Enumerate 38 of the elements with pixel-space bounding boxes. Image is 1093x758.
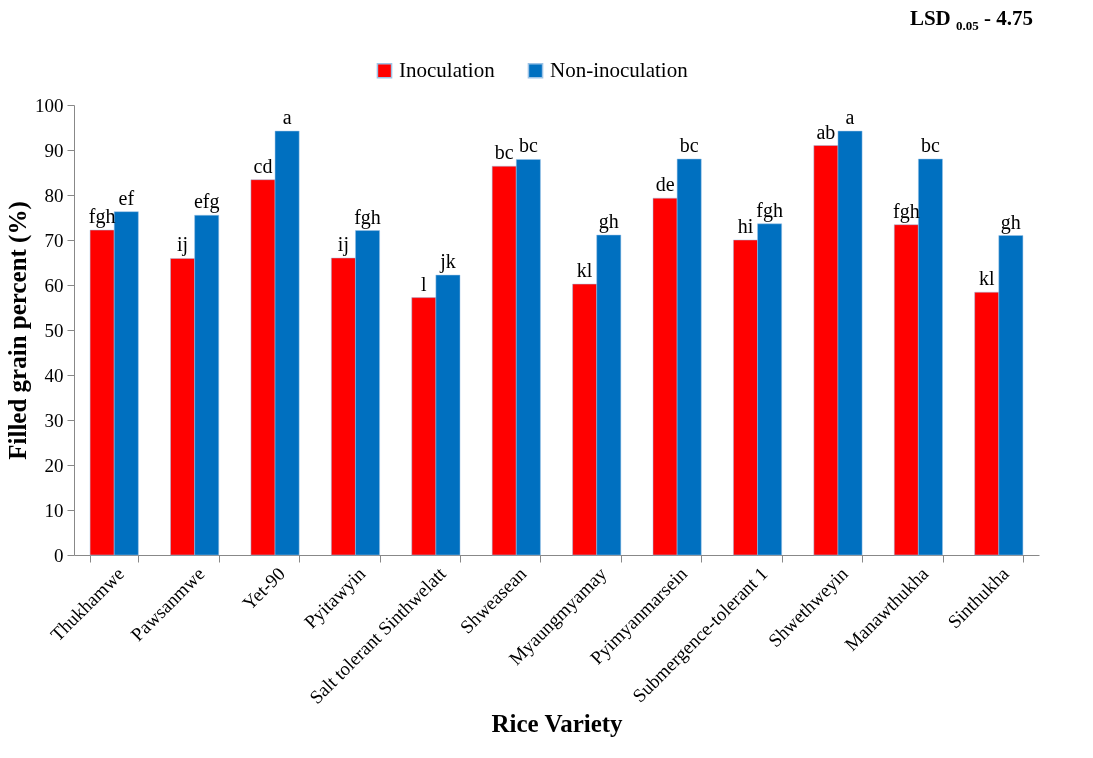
data-label: ij [177, 233, 189, 257]
data-label: bc [518, 134, 538, 157]
data-label: kl [978, 267, 995, 290]
data-label: gh [598, 210, 619, 234]
data-label: a [282, 106, 292, 129]
y-tick-label: 20 [44, 454, 64, 476]
data-label: bc [494, 141, 514, 164]
y-tick-label: 60 [44, 274, 64, 296]
data-label: bc [679, 134, 699, 156]
data-label: fgh [756, 198, 783, 222]
data-label: a [845, 106, 855, 129]
data-label: bc [920, 134, 940, 156]
data-label: l [421, 272, 428, 295]
y-tick-label: 40 [44, 364, 64, 386]
data-label: fgh [354, 205, 381, 229]
data-label: hi [737, 215, 754, 237]
data-label: kl [576, 259, 593, 282]
y-tick-label: 80 [44, 184, 64, 206]
y-tick-label: 90 [44, 139, 64, 161]
data-label: ab [816, 120, 836, 143]
data-label: gh [1000, 210, 1021, 234]
text: LSD $_{0.05}$ - 4.75 [909, 6, 1033, 35]
data-label: jk [439, 250, 456, 274]
data-label: ef [118, 186, 135, 209]
data-label: efg [193, 190, 220, 214]
x-axis-title: Rice Variety [491, 709, 624, 737]
y-tick-label: 50 [44, 319, 64, 341]
data-label: cd [253, 154, 273, 177]
y-tick-label: 0 [54, 544, 64, 566]
y-tick-label: 70 [44, 229, 64, 251]
y-tick-label: 10 [44, 499, 64, 521]
data-label: ij [337, 233, 349, 256]
legend-label: Inoculation [399, 57, 496, 82]
y-axis-title: Filled grain percent (%) [4, 201, 32, 460]
y-tick-label: 100 [35, 94, 64, 116]
y-tick-label: 30 [44, 409, 64, 431]
data-label: de [655, 173, 675, 196]
legend-label: Non-inoculation [550, 57, 689, 82]
